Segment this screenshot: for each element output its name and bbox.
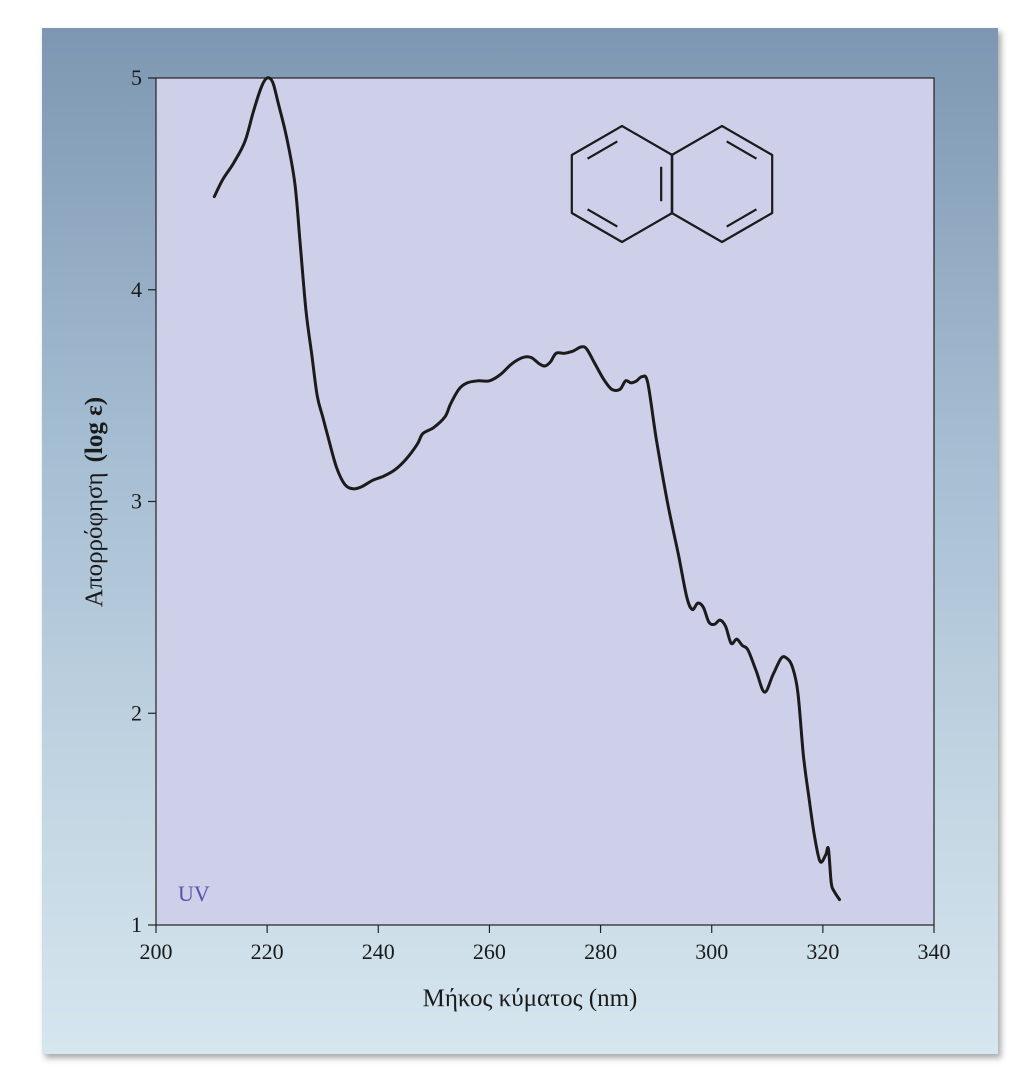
y-axis: 1 2 3 4 5 [131, 65, 156, 937]
naphthalene-ring-right [670, 124, 774, 244]
naphthalene-structure-icon [570, 124, 774, 244]
y-tick-label: 4 [131, 277, 142, 302]
naphthalene-double-bond [726, 208, 758, 228]
y-tick-label: 1 [131, 912, 142, 937]
x-axis: 200 220 240 260 280 300 320 340 [140, 925, 951, 964]
x-tick-label: 200 [140, 939, 173, 964]
plot-area [155, 77, 935, 926]
uv-region-label: UV [178, 881, 210, 906]
y-tick-label: 3 [131, 489, 142, 514]
y-axis-title-unit: (log ε) [81, 397, 108, 463]
uv-spectrum-chart: 1 2 3 4 5 200 220 240 260 280 300 320 340 UV Μήκος … [81, 65, 951, 1012]
y-tick-label: 5 [131, 65, 142, 90]
naphthalene-double-bond [586, 208, 618, 228]
y-axis-title-main: Απορρόφηση [81, 472, 108, 607]
x-tick-label: 300 [695, 939, 728, 964]
x-tick-label: 240 [362, 939, 395, 964]
x-tick-label: 260 [473, 939, 506, 964]
naphthalene-double-bond [726, 140, 758, 160]
chart-frame: 1 2 3 4 5 200 220 240 260 280 300 320 340 UV Μήκος … [42, 28, 998, 1054]
x-tick-label: 280 [584, 939, 617, 964]
naphthalene-double-bond [586, 140, 618, 160]
y-axis-title: Απορρόφηση (log ε) [81, 397, 108, 607]
x-tick-label: 220 [251, 939, 284, 964]
absorbance-curve [212, 76, 841, 902]
x-tick-label: 340 [918, 939, 951, 964]
y-tick-label: 2 [131, 700, 142, 725]
x-axis-title: Μήκος κύματος (nm) [423, 985, 638, 1012]
x-tick-label: 320 [806, 939, 839, 964]
